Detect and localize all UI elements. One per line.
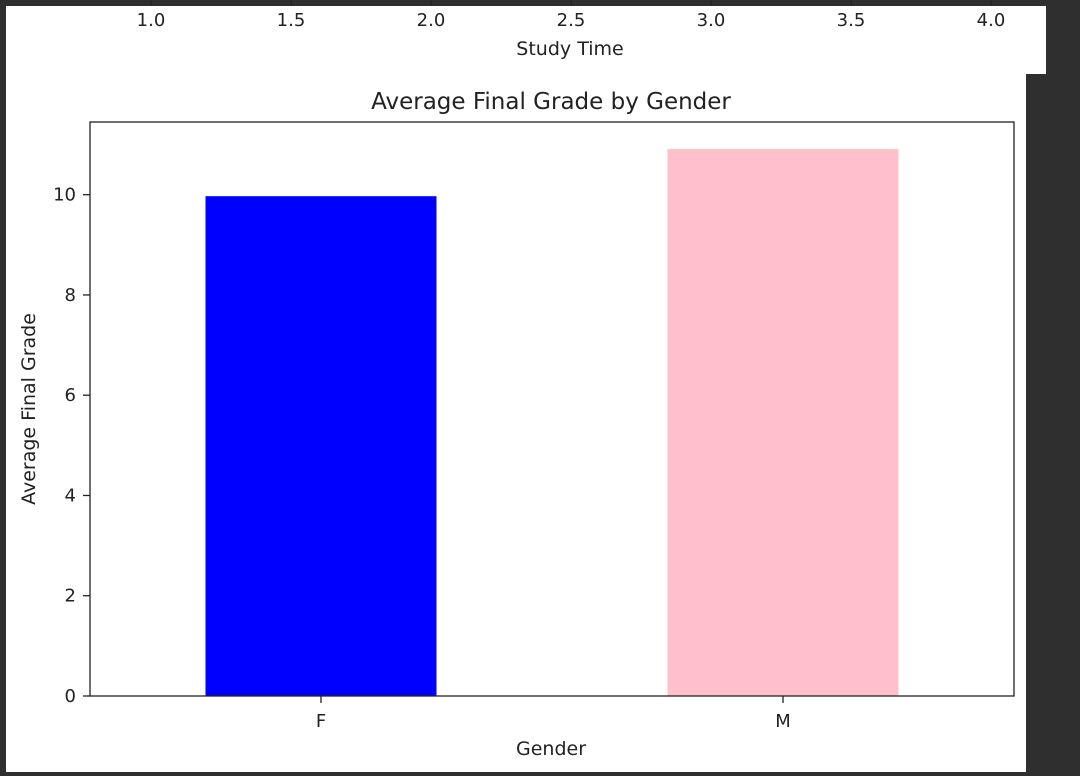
y-tick-label: 6 (65, 385, 76, 406)
y-tick-label: 8 (65, 285, 76, 306)
y-tick-label: 10 (53, 185, 76, 206)
bar-m (667, 149, 899, 696)
upper-x-tick-label: 4.0 (977, 10, 1006, 31)
y-tick-label: 2 (65, 586, 76, 607)
upper-x-tick-label: 3.5 (837, 10, 866, 31)
upper-x-axis-label: Study Time (516, 38, 623, 60)
y-tick-label: 4 (65, 485, 76, 506)
x-tick-label: F (316, 711, 326, 732)
y-tick-label: 0 (65, 686, 76, 707)
y-axis-ticks: 0 2 4 6 8 10 (53, 185, 90, 707)
x-axis-label: Gender (516, 738, 586, 760)
plot-frame (89, 121, 1015, 697)
bars (205, 149, 899, 696)
upper-x-tick-label: 1.0 (137, 10, 166, 31)
upper-x-tick-label: 1.5 (277, 10, 306, 31)
upper-x-tick-label: 2.0 (417, 10, 446, 31)
upper-x-tick-label: 3.0 (697, 10, 726, 31)
x-tick-label: M (775, 711, 791, 732)
chart-title: Average Final Grade by Gender (371, 89, 731, 115)
upper-x-tick-label: 2.5 (557, 10, 586, 31)
y-axis-label: Average Final Grade (18, 313, 40, 505)
bar-f (205, 196, 437, 696)
upper-chart-fragment (6, 6, 1046, 74)
upper-x-ticks: 1.0 1.5 2.0 2.5 3.0 3.5 4.0 (137, 0, 1006, 31)
